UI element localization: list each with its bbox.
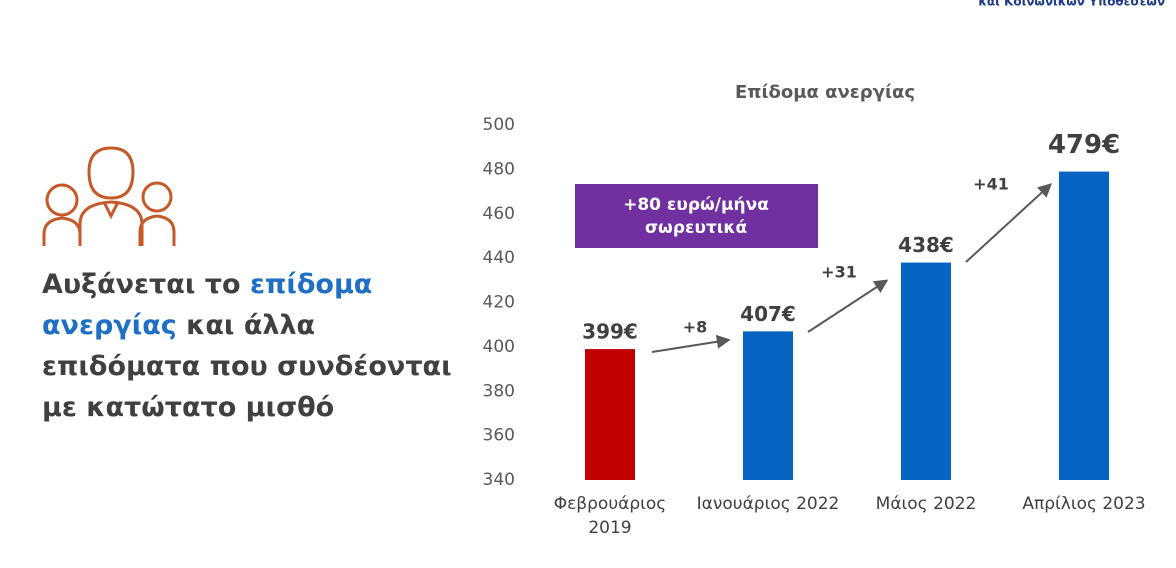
headline-line: ανεργίας και άλλα <box>42 305 452 346</box>
change-label: +31 <box>821 263 857 282</box>
headline-segment: Αυξάνεται το <box>42 269 250 300</box>
bar <box>585 349 635 480</box>
headline-line: Αυξάνεται το επίδομα <box>42 264 452 305</box>
people-icon <box>42 146 176 246</box>
y-tick-label: 460 <box>483 204 515 224</box>
y-tick-label: 500 <box>483 115 515 135</box>
x-tick-label: Απρίλιος 2023 <box>1022 494 1145 514</box>
change-arrow <box>965 183 1053 263</box>
value-label: 407€ <box>740 302 796 326</box>
chart-title: Επίδομα ανεργίας <box>735 82 915 103</box>
y-tick-label: 400 <box>483 337 515 357</box>
callout-text: σωρευτικά <box>645 218 747 238</box>
y-tick-label: 480 <box>483 159 515 179</box>
headline-segment: και άλλα <box>176 310 316 341</box>
x-tick-label: Μάιος 2022 <box>876 494 977 514</box>
value-label: 479€ <box>1048 130 1120 160</box>
callout-text: +80 ευρώ/μήνα <box>623 195 769 215</box>
headline-line: επιδόματα που συνδέονται <box>42 346 452 387</box>
change-label: +8 <box>683 318 708 337</box>
x-tick-label: Φεβρουάριος <box>554 494 667 514</box>
change-label: +41 <box>973 175 1009 194</box>
bar <box>743 331 793 480</box>
headline-segment: ανεργίας <box>42 310 177 341</box>
y-tick-label: 380 <box>483 381 515 401</box>
y-tick-label: 360 <box>483 426 515 446</box>
callout-box <box>575 184 818 248</box>
y-tick-label: 440 <box>483 248 515 268</box>
change-arrow <box>807 279 889 333</box>
headline: Αυξάνεται το επίδομα ανεργίας και άλλα επι… <box>42 264 452 428</box>
headline-segment: με κατώτατο μισθό <box>42 392 335 423</box>
bar <box>1059 171 1109 480</box>
headline-segment: επιδόματα που συνδέονται <box>42 351 452 382</box>
headline-segment: επίδομα <box>249 269 373 300</box>
bar <box>901 262 951 480</box>
y-tick-label: 420 <box>483 293 515 313</box>
x-tick-label: Ιανουάριος 2022 <box>697 494 840 514</box>
change-arrow <box>651 334 731 353</box>
logo-text: και Κοινωνικών Υποθέσεων <box>978 0 1165 9</box>
headline-line: με κατώτατο μισθό <box>42 387 452 428</box>
value-label: 399€ <box>582 320 638 344</box>
value-label: 438€ <box>898 233 954 257</box>
x-tick-label: 2019 <box>588 518 631 538</box>
y-tick-label: 340 <box>483 470 515 490</box>
